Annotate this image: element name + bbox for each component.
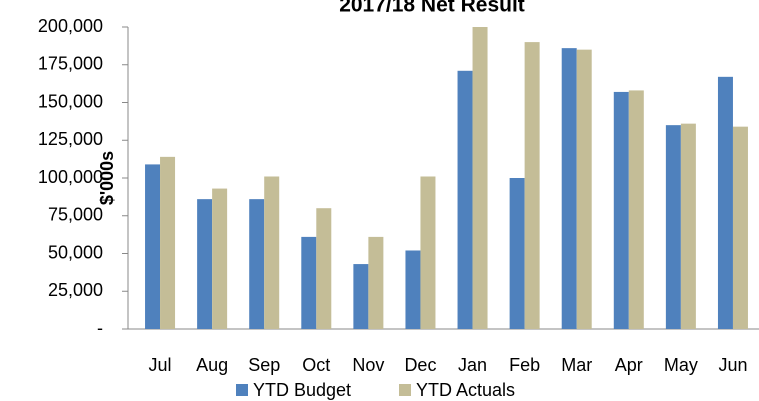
bar: [405, 250, 421, 329]
y-tick-label: 25,000: [48, 280, 103, 300]
y-tick-label: 125,000: [38, 129, 103, 149]
y-tick-label: 75,000: [48, 205, 103, 225]
y-tick-label: 150,000: [38, 91, 103, 111]
x-tick-label: Feb: [509, 355, 540, 375]
bar: [212, 188, 228, 329]
legend-swatch: [236, 384, 248, 396]
y-tick-label: 50,000: [48, 242, 103, 262]
bar: [613, 91, 629, 330]
y-tick-label: 100,000: [38, 167, 103, 187]
bar: [561, 48, 577, 329]
chart-title: 2017/18 Net Result: [339, 0, 525, 17]
x-tick-label: Aug: [196, 355, 228, 375]
bar: [316, 208, 332, 329]
x-tick-label: Mar: [561, 355, 592, 375]
bar: [576, 49, 592, 330]
bar: [628, 90, 644, 329]
y-tick-label: -: [97, 318, 103, 338]
x-tick-label: Jan: [458, 355, 487, 375]
bar: [509, 178, 525, 329]
legend-label: YTD Budget: [253, 380, 351, 400]
x-tick-label: May: [664, 355, 698, 375]
legend-swatch: [399, 384, 411, 396]
bar: [197, 199, 213, 329]
x-tick-label: Dec: [404, 355, 436, 375]
bar: [249, 199, 265, 329]
x-tick-label: Apr: [615, 355, 643, 375]
bar: [160, 156, 176, 329]
bar: [472, 27, 488, 329]
bar: [368, 236, 384, 329]
x-tick-label: Sep: [248, 355, 280, 375]
bar: [264, 176, 280, 329]
bar: [680, 123, 696, 329]
bar: [420, 176, 436, 329]
bar: [732, 126, 748, 329]
legend-label: YTD Actuals: [416, 380, 515, 400]
x-tick-label: Jul: [149, 355, 172, 375]
x-tick-label: Oct: [302, 355, 330, 375]
bar: [353, 264, 369, 329]
bar: [301, 236, 317, 329]
bar: [457, 70, 473, 329]
y-axis-label: $'000s: [97, 151, 117, 205]
bar: [717, 76, 733, 329]
bar: [665, 125, 681, 330]
bar: [145, 164, 161, 329]
bar: [524, 42, 540, 329]
x-tick-label: Jun: [718, 355, 747, 375]
y-tick-label: 200,000: [38, 16, 103, 36]
x-tick-label: Nov: [352, 355, 384, 375]
y-tick-label: 175,000: [38, 54, 103, 74]
